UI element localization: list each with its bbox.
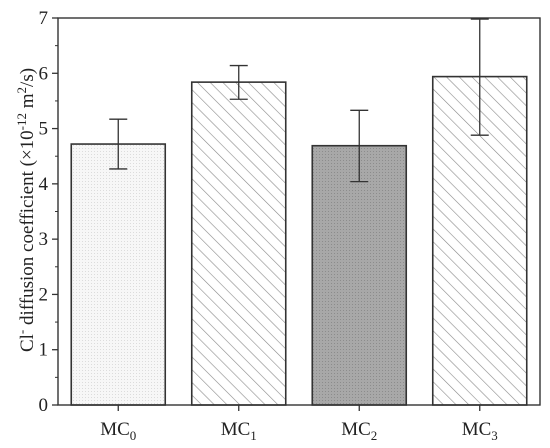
error-bar-0 (109, 118, 128, 170)
x-tick-label-0: MC0 (100, 419, 136, 443)
error-bar-1 (229, 64, 248, 100)
y-tick-label-4: 4 (39, 174, 49, 195)
error-bar-2 (350, 109, 369, 183)
x-tick-label-1: MC1 (221, 419, 257, 443)
error-bar-3 (470, 18, 489, 136)
y-tick-label-1: 1 (39, 340, 49, 361)
y-tick-label-3: 3 (39, 229, 49, 250)
y-axis-title: Cl- diffusion coefficient (×10-12 m2/s) (14, 68, 38, 352)
x-tick-label-3: MC3 (462, 419, 498, 443)
y-tick-label-6: 6 (39, 63, 49, 84)
bar-2 (311, 144, 408, 406)
y-tick-label-2: 2 (39, 284, 49, 305)
x-tick-label-2: MC2 (341, 419, 377, 443)
bar-1 (190, 81, 287, 406)
y-tick-label-7: 7 (39, 8, 49, 29)
y-tick-label-5: 5 (39, 119, 49, 140)
y-tick-label-0: 0 (39, 395, 49, 416)
bar-0 (70, 143, 167, 406)
